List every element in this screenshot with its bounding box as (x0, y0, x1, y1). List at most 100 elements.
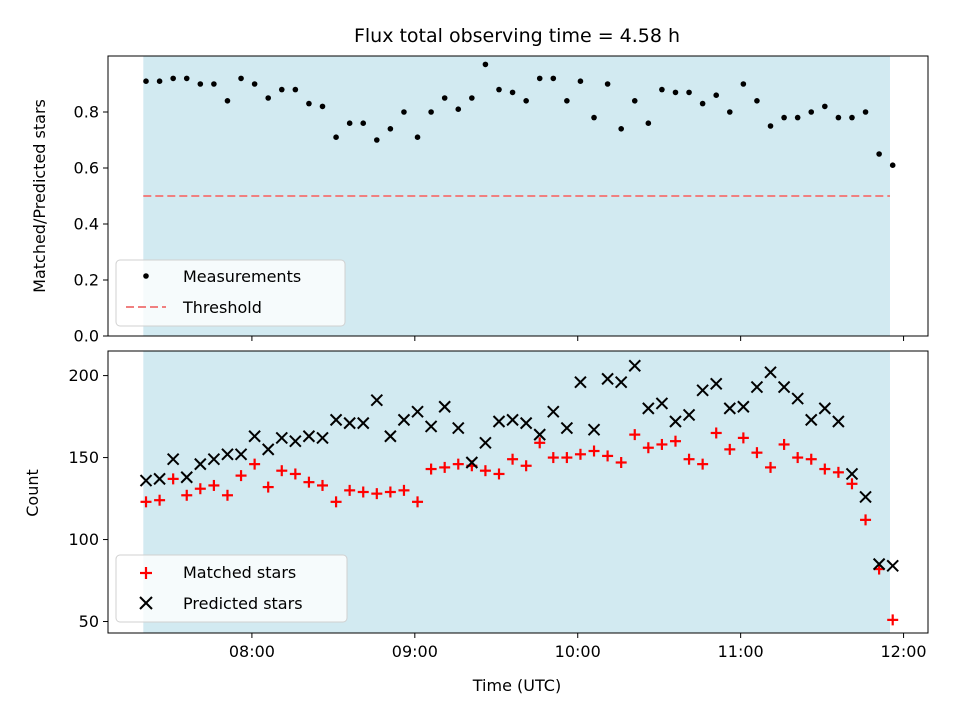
legend-measurements-marker (143, 273, 149, 279)
matched-star-point (860, 514, 872, 526)
matched-star-point (683, 453, 695, 465)
count-x-tick-label: 10:00 (555, 642, 601, 661)
measurement-point (414, 134, 421, 140)
count-x-tick-label: 08:00 (229, 642, 275, 661)
predicted-star-point (859, 490, 872, 504)
matched-star-point (181, 489, 193, 501)
predicted-star-point (872, 557, 886, 571)
count-x-tick-label: 09:00 (392, 642, 438, 661)
measurement-point (672, 89, 679, 96)
matched-star-point (629, 429, 641, 441)
matched-star-point (479, 465, 491, 477)
predicted-star-point (329, 413, 343, 427)
matched-star-point (765, 461, 777, 473)
predicted-star-point (207, 453, 221, 466)
matched-star-point (425, 463, 437, 475)
measurement-point (251, 81, 258, 87)
measurement-point (862, 109, 869, 115)
matched-star-point (737, 432, 749, 444)
matched-star-point (493, 468, 505, 480)
matched-star-point (574, 448, 586, 460)
predicted-star-point (384, 430, 397, 443)
ratio-y-tick-label: 0.0 (74, 327, 99, 346)
predicted-star-point (723, 402, 736, 415)
count-y-ticks: 50 100 150 200 (68, 366, 108, 631)
matched-star-point (249, 458, 261, 470)
measurement-point (292, 86, 299, 93)
predicted-star-point (465, 456, 479, 469)
matched-star-point (561, 452, 573, 464)
matched-star-point (194, 483, 206, 495)
predicted-star-point (669, 415, 682, 428)
predicted-star-point (886, 559, 899, 572)
predicted-star-point (234, 448, 248, 461)
measurement-point (645, 120, 652, 126)
predicted-star-point (479, 436, 492, 450)
predicted-star-point (832, 415, 845, 428)
ratio-y-axis-label: Matched/Predicted stars (30, 99, 49, 293)
matched-star-point (371, 488, 383, 500)
count-y-tick-label: 100 (68, 530, 99, 549)
predicted-star-point (601, 372, 614, 386)
predicted-star-point (655, 397, 669, 410)
count-y-tick-label: 150 (68, 448, 99, 467)
matched-star-point (289, 468, 301, 480)
count-legend: Matched stars Predicted stars (115, 554, 348, 623)
measurement-point (523, 98, 529, 104)
matched-star-point (819, 463, 831, 475)
ratio-y-ticks: 0.0 0.2 0.4 0.6 0.8 (74, 103, 108, 346)
measurement-point (482, 61, 489, 68)
predicted-star-point (438, 400, 451, 413)
matched-star-point (412, 496, 424, 508)
predicted-star-point (750, 380, 764, 394)
predicted-star-point (574, 375, 587, 389)
matched-star-point (154, 494, 166, 506)
ratio-y-tick-label: 0.8 (74, 103, 99, 122)
matched-star-point (887, 614, 899, 626)
predicted-star-point (737, 400, 750, 413)
measurement-point (808, 109, 815, 115)
count-x-tick-label: 11:00 (718, 642, 764, 661)
predicted-star-point (452, 421, 465, 435)
measurement-point (374, 137, 380, 143)
matched-star-point (276, 465, 288, 477)
predicted-star-point (302, 430, 316, 443)
measurement-point (401, 109, 407, 115)
measurement-point (211, 81, 217, 87)
matched-star-point (534, 437, 546, 449)
matched-star-point (846, 478, 858, 490)
measurement-point (889, 162, 896, 168)
measurement-point (740, 81, 747, 87)
ratio-y-tick-label: 0.4 (74, 215, 99, 234)
predicted-star-point (818, 402, 832, 415)
measurement-point (360, 120, 367, 126)
measurement-point (469, 95, 475, 101)
measurement-point (577, 78, 584, 84)
measurement-point (794, 114, 801, 121)
measurement-point (441, 95, 448, 101)
matched-star-point (642, 442, 654, 454)
matched-star-point (588, 445, 600, 457)
measurement-point (849, 114, 855, 121)
measurement-point (686, 89, 692, 96)
measurement-point (387, 126, 394, 132)
measurement-point (726, 109, 733, 115)
chart-title: Flux total observing time = 4.58 h (354, 25, 680, 47)
measurement-point (428, 109, 434, 115)
ratio-y-tick-label: 0.2 (74, 271, 99, 290)
predicted-star-point (316, 431, 329, 445)
measurement-points (143, 61, 896, 168)
count-y-tick-label: 200 (68, 366, 99, 385)
measurement-point (224, 98, 231, 104)
count-x-tick-label: 12:00 (881, 642, 927, 661)
matched-star-point (262, 481, 274, 493)
count-legend-box (115, 554, 348, 623)
legend-predicted-marker (139, 596, 153, 610)
measurement-point (713, 92, 720, 98)
matched-star-point (317, 479, 329, 491)
ratio-legend-box (115, 259, 346, 327)
predicted-star-point (180, 471, 193, 484)
measurement-point (496, 86, 502, 93)
count-points (139, 359, 899, 626)
matched-star-point (439, 461, 451, 473)
